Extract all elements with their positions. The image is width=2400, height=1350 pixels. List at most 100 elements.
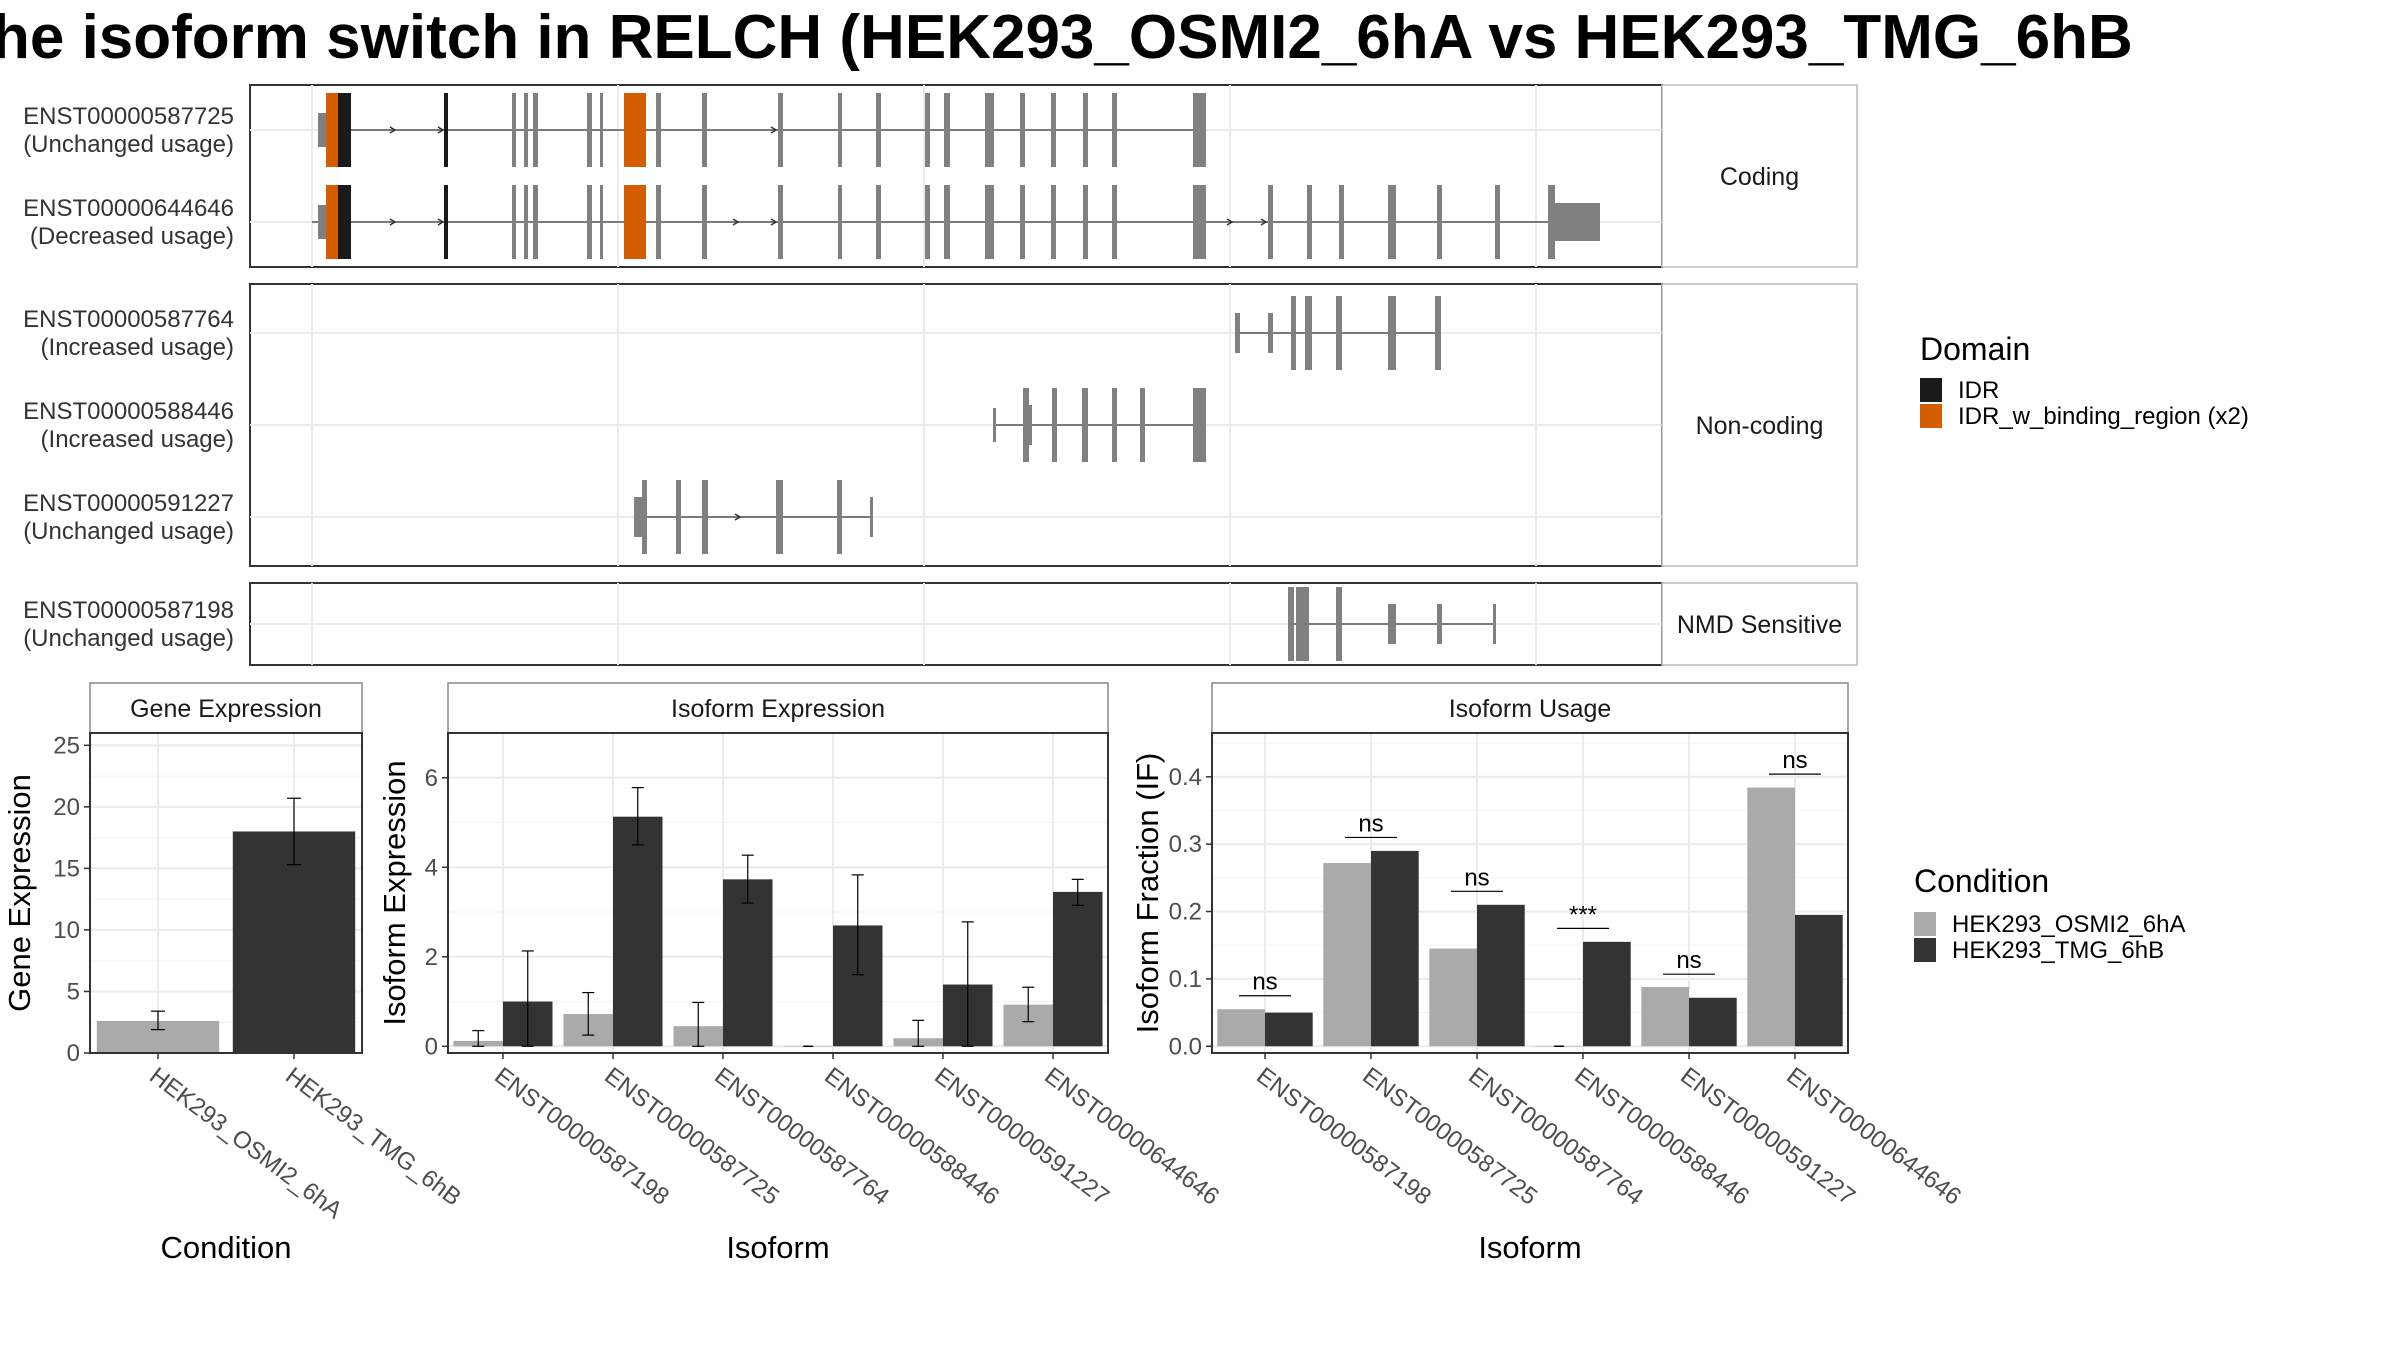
exon [876, 185, 881, 259]
transcript-structure-panels: ENST00000587725(Unchanged usage)ENST0000… [23, 84, 1858, 666]
exon [1268, 313, 1273, 353]
y-tick-label: 15 [53, 855, 80, 882]
transcript-usage-label: (Increased usage) [41, 426, 234, 453]
strand-arrow [734, 513, 742, 521]
chart-title-strip [1211, 682, 1849, 734]
exon [1082, 388, 1088, 462]
exon [1051, 93, 1056, 167]
strand-arrow [770, 218, 778, 226]
bar-tmg [1053, 891, 1103, 1047]
strand-arrow [389, 126, 397, 134]
condition-legend-swatch [1914, 938, 1936, 962]
exon [1020, 185, 1025, 259]
exon [837, 480, 842, 554]
condition-legend-label: HEK293_TMG_6hB [1952, 937, 2164, 964]
exon [318, 113, 328, 147]
exon [600, 185, 603, 259]
structure-panel-coding: ENST00000587725(Unchanged usage) ENST0000… [23, 84, 1858, 268]
y-tick-label: 0.2 [1169, 899, 1202, 926]
exon [1112, 185, 1117, 259]
panel-category-label: Coding [1720, 163, 1799, 191]
y-tick-label: 0.3 [1169, 831, 1202, 858]
exon [1083, 185, 1088, 259]
exon [925, 93, 930, 167]
chart-title: Gene Expression [130, 695, 322, 723]
exon [1235, 313, 1240, 353]
bar-charts: Gene Expression0510152025HEK293_OSMI2_6h… [2, 682, 1966, 1265]
panel-strip [1661, 84, 1858, 268]
y-tick-label: 6 [425, 765, 438, 792]
exon [512, 185, 516, 259]
significance-label: ns [1358, 810, 1383, 837]
transcript-usage-label: (Unchanged usage) [23, 131, 234, 158]
x-tick-label: ENST00000644646 [1039, 1062, 1224, 1210]
exon [1493, 604, 1496, 644]
transcript-usage-label: (Unchanged usage) [23, 625, 234, 652]
strand-arrow [732, 218, 740, 226]
y-tick-label: 0 [67, 1040, 80, 1067]
exon [1023, 388, 1029, 462]
panel-strip [1661, 582, 1858, 666]
exon [524, 185, 528, 259]
bar-tmg [1795, 914, 1843, 1047]
bar-osmi2 [1747, 787, 1795, 1047]
strand-arrow [437, 218, 445, 226]
x-axis-title: Isoform [1478, 1230, 1581, 1265]
transcript-id-label: ENST00000591227 [23, 490, 234, 517]
exon [1112, 388, 1117, 462]
exon [993, 408, 996, 442]
y-tick-label: 4 [425, 854, 438, 881]
structure-panel-non-coding: ENST00000587764(Increased usage)ENST0000… [23, 283, 1858, 567]
exon [838, 93, 842, 167]
chart-title: Isoform Usage [1449, 695, 1612, 723]
exon [1336, 296, 1342, 370]
y-axis-title: Isoform Expression [377, 760, 412, 1025]
y-tick-label: 10 [53, 917, 80, 944]
exon [318, 205, 328, 239]
domain-legend-label: IDR [1958, 377, 1999, 404]
exon [1112, 93, 1117, 167]
exon [1291, 296, 1296, 370]
exon [925, 185, 930, 259]
exon [533, 185, 538, 259]
bar-osmi2 [1641, 986, 1689, 1047]
exon [512, 93, 516, 167]
exon [776, 480, 783, 554]
exon [1388, 185, 1396, 259]
x-tick-label: ENST00000587725 [1357, 1062, 1542, 1210]
y-axis-title: Gene Expression [2, 774, 37, 1012]
transcript-usage-label: (Increased usage) [41, 334, 234, 361]
exon [1555, 203, 1600, 241]
domain-legend-title: Domain [1920, 331, 2030, 367]
bar-tmg [1583, 941, 1631, 1047]
transcript-id-label: ENST00000588446 [23, 398, 234, 425]
y-axis-title: Isoform Fraction (IF) [1130, 753, 1165, 1034]
exon [778, 185, 783, 259]
x-axis-title: Isoform [726, 1230, 829, 1265]
exon [1052, 388, 1057, 462]
exon [1548, 185, 1555, 259]
strand-arrow [1260, 218, 1268, 226]
transcript-usage-label: (Unchanged usage) [23, 518, 234, 545]
exon [1268, 185, 1273, 259]
exon [533, 93, 538, 167]
domain-legend-label: IDR_w_binding_region (x2) [1958, 403, 2249, 430]
exon [985, 185, 994, 259]
exon [676, 480, 681, 554]
idr-domain [444, 93, 448, 167]
chart-isoform-usage: Isoform Usage ns ns ns *** ns ns 0.0 0.1 0.2 0.3 0.… [1130, 682, 1966, 1265]
exon [656, 185, 661, 259]
exon [634, 497, 642, 537]
exon [524, 93, 528, 167]
x-tick-label: ENST00000587764 [1463, 1062, 1648, 1210]
idr-domain [338, 93, 351, 167]
exon [1437, 604, 1442, 644]
strand-arrow [389, 218, 397, 226]
transcript-usage-label: (Decreased usage) [30, 223, 234, 250]
bar-osmi2 [1323, 863, 1371, 1047]
chart-title: Isoform Expression [671, 695, 885, 723]
y-tick-label: 0 [425, 1033, 438, 1060]
bar-tmg [1689, 997, 1737, 1047]
